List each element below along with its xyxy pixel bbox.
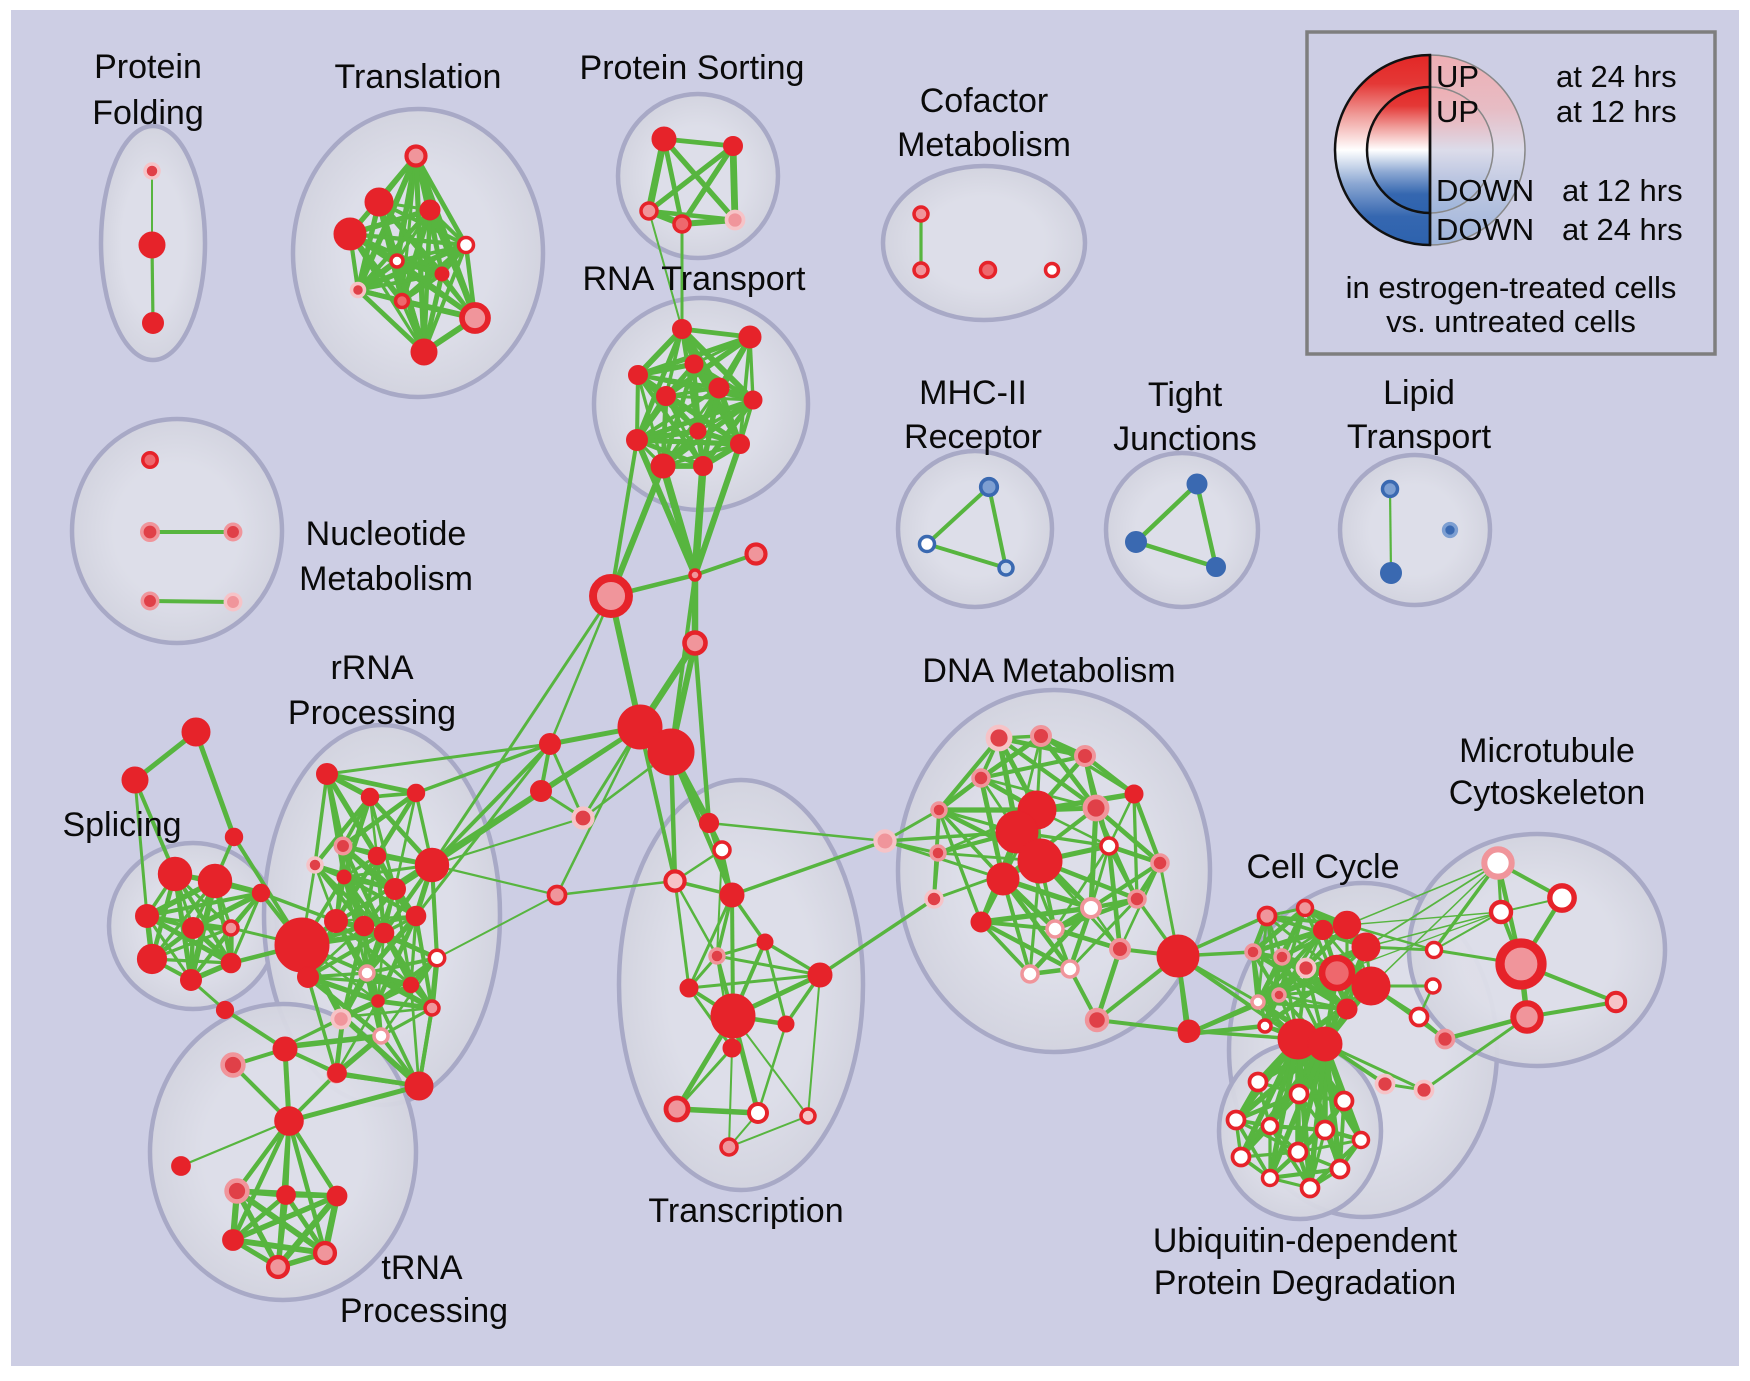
svg-text:Metabolism: Metabolism	[299, 560, 473, 598]
svg-text:MHC-II: MHC-II	[919, 374, 1027, 412]
svg-text:Cofactor: Cofactor	[920, 82, 1049, 120]
svg-text:RNA Transport: RNA Transport	[583, 260, 807, 298]
svg-text:Receptor: Receptor	[904, 418, 1042, 456]
svg-text:at 12 hrs: at 12 hrs	[1562, 173, 1683, 208]
svg-text:Processing: Processing	[288, 694, 456, 732]
svg-text:rRNA: rRNA	[330, 649, 413, 687]
svg-text:tRNA: tRNA	[381, 1249, 463, 1287]
svg-text:at 24 hrs: at 24 hrs	[1556, 59, 1677, 94]
svg-text:Protein Sorting: Protein Sorting	[580, 49, 805, 87]
svg-text:Splicing: Splicing	[62, 806, 181, 844]
svg-text:DOWN: DOWN	[1436, 173, 1534, 208]
svg-text:Microtubule: Microtubule	[1459, 732, 1635, 770]
svg-text:UP: UP	[1436, 59, 1479, 94]
svg-text:Folding: Folding	[92, 94, 204, 132]
svg-text:Lipid: Lipid	[1383, 374, 1455, 412]
svg-text:Junctions: Junctions	[1113, 420, 1257, 458]
svg-text:Protein: Protein	[94, 48, 202, 86]
svg-text:Transport: Transport	[1347, 418, 1492, 456]
svg-text:Ubiquitin-dependent: Ubiquitin-dependent	[1153, 1222, 1458, 1260]
svg-text:at 24 hrs: at 24 hrs	[1562, 212, 1683, 247]
svg-text:vs. untreated cells: vs. untreated cells	[1386, 304, 1636, 339]
svg-text:Protein Degradation: Protein Degradation	[1154, 1264, 1456, 1302]
svg-text:UP: UP	[1436, 94, 1479, 129]
svg-text:Transcription: Transcription	[648, 1192, 843, 1230]
svg-text:Cytoskeleton: Cytoskeleton	[1449, 774, 1646, 812]
svg-text:DNA Metabolism: DNA Metabolism	[922, 652, 1175, 690]
svg-text:Translation: Translation	[335, 58, 502, 96]
svg-text:at 12 hrs: at 12 hrs	[1556, 94, 1677, 129]
svg-text:Metabolism: Metabolism	[897, 126, 1071, 164]
svg-text:Cell Cycle: Cell Cycle	[1246, 848, 1399, 886]
svg-text:Nucleotide: Nucleotide	[306, 515, 467, 553]
svg-text:Tight: Tight	[1148, 376, 1223, 414]
svg-text:DOWN: DOWN	[1436, 212, 1534, 247]
svg-text:in estrogen-treated cells: in estrogen-treated cells	[1346, 270, 1677, 305]
svg-text:Processing: Processing	[340, 1292, 508, 1330]
